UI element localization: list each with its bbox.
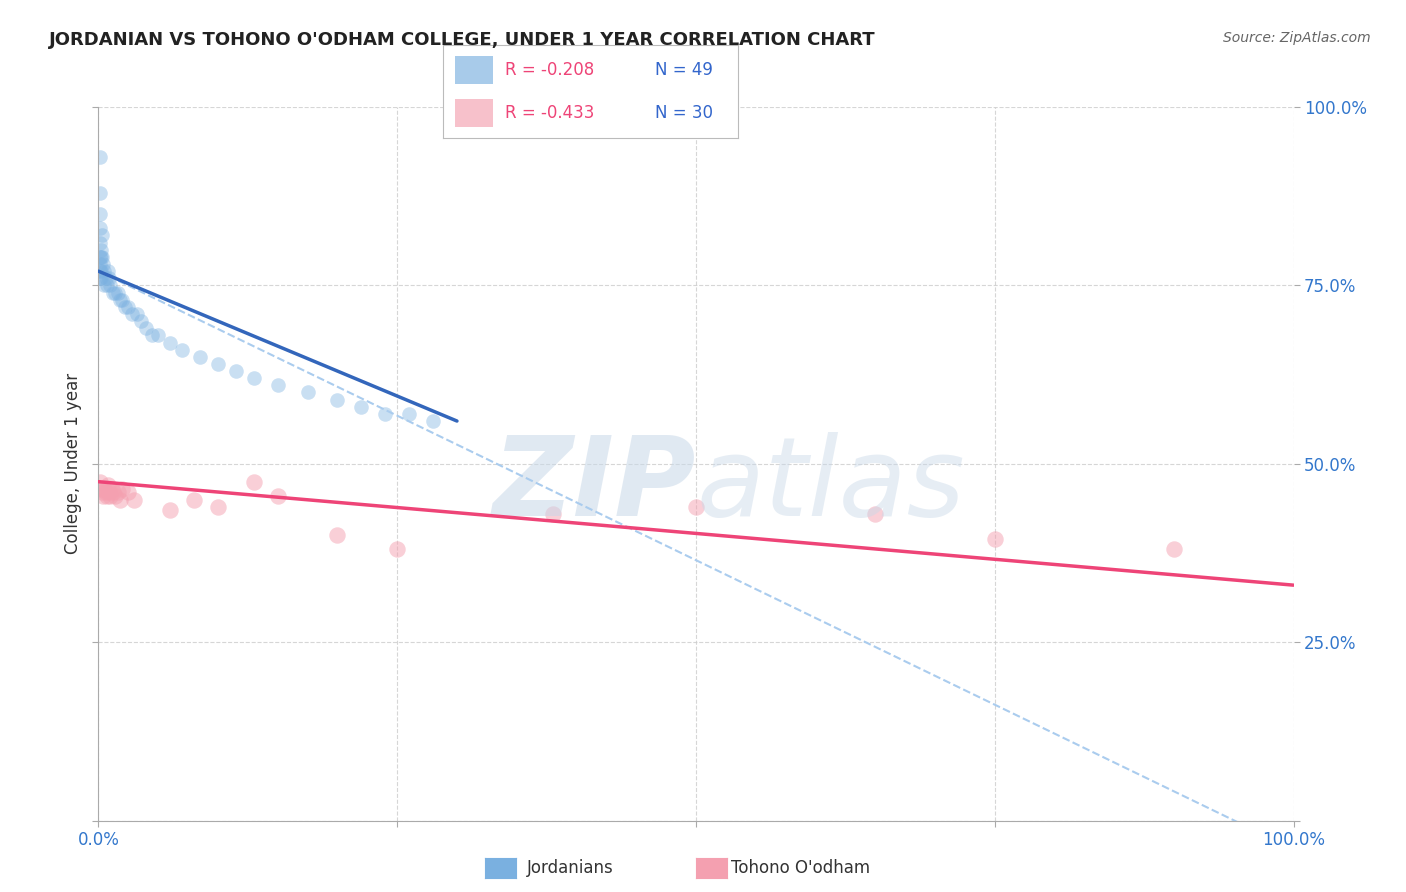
Point: [89, 271, 111, 285]
Point: [104, 489, 127, 503]
Point: [108, 492, 131, 507]
Point: [98, 271, 121, 285]
Point: [96, 278, 118, 293]
Point: [90, 264, 112, 278]
Point: [93, 482, 115, 496]
Point: [124, 492, 146, 507]
Point: [114, 300, 136, 314]
Text: Tohono O'odham: Tohono O'odham: [731, 859, 870, 877]
Point: [243, 475, 266, 489]
Point: [90, 243, 112, 257]
Text: Jordanians: Jordanians: [527, 859, 614, 877]
Text: JORDANIAN VS TOHONO O'ODHAM COLLEGE, UNDER 1 YEAR CORRELATION CHART: JORDANIAN VS TOHONO O'ODHAM COLLEGE, UND…: [49, 31, 876, 49]
Point: [98, 489, 122, 503]
Point: [89, 257, 111, 271]
Point: [111, 293, 134, 307]
Point: [89, 475, 111, 489]
Point: [326, 392, 349, 407]
Y-axis label: College, Under 1 year: College, Under 1 year: [63, 373, 82, 555]
Point: [94, 485, 117, 500]
Point: [90, 250, 112, 264]
Point: [107, 285, 129, 300]
Point: [398, 407, 420, 421]
Bar: [454, 56, 494, 84]
Point: [89, 186, 111, 200]
Point: [297, 385, 319, 400]
Text: ZIP: ZIP: [492, 432, 696, 539]
Point: [89, 250, 111, 264]
Point: [101, 285, 124, 300]
Point: [97, 478, 120, 492]
Point: [863, 507, 887, 521]
Point: [94, 271, 117, 285]
Point: [100, 482, 122, 496]
Point: [267, 489, 290, 503]
Point: [107, 485, 129, 500]
Text: atlas: atlas: [696, 432, 965, 539]
Point: [125, 307, 148, 321]
Point: [541, 507, 564, 521]
Point: [148, 328, 170, 343]
Point: [89, 221, 111, 235]
Text: N = 49: N = 49: [655, 61, 713, 78]
Point: [98, 278, 122, 293]
Point: [374, 407, 396, 421]
Point: [91, 228, 114, 243]
Point: [141, 328, 163, 343]
Text: Source: ZipAtlas.com: Source: ZipAtlas.com: [1223, 31, 1371, 45]
Point: [96, 489, 118, 503]
Point: [91, 257, 114, 271]
Point: [243, 371, 266, 385]
Point: [207, 500, 229, 514]
Point: [225, 364, 247, 378]
Point: [172, 343, 194, 357]
Point: [90, 271, 112, 285]
Text: R = -0.433: R = -0.433: [505, 104, 595, 122]
Point: [121, 307, 143, 321]
Point: [89, 207, 111, 221]
Point: [159, 503, 181, 517]
Point: [98, 485, 121, 500]
Point: [91, 250, 114, 264]
Point: [101, 485, 124, 500]
Point: [91, 485, 114, 500]
Point: [1163, 542, 1185, 557]
Point: [89, 264, 111, 278]
Point: [117, 300, 139, 314]
Point: [188, 350, 211, 364]
Point: [91, 489, 114, 503]
Point: [984, 532, 1007, 546]
Point: [117, 485, 139, 500]
Point: [422, 414, 444, 428]
Point: [685, 500, 707, 514]
Text: N = 30: N = 30: [655, 104, 713, 122]
Point: [90, 482, 112, 496]
Point: [207, 357, 229, 371]
Point: [159, 335, 181, 350]
Point: [97, 264, 120, 278]
Point: [350, 400, 373, 414]
Point: [385, 542, 409, 557]
Text: R = -0.208: R = -0.208: [505, 61, 595, 78]
Point: [93, 278, 115, 293]
Point: [89, 235, 111, 250]
Point: [108, 293, 131, 307]
Point: [135, 321, 157, 335]
Point: [89, 150, 111, 164]
Point: [93, 264, 115, 278]
Point: [183, 492, 205, 507]
Bar: [454, 99, 494, 127]
Point: [267, 378, 290, 392]
Point: [131, 314, 153, 328]
Point: [104, 285, 127, 300]
Point: [326, 528, 349, 542]
Point: [111, 482, 134, 496]
